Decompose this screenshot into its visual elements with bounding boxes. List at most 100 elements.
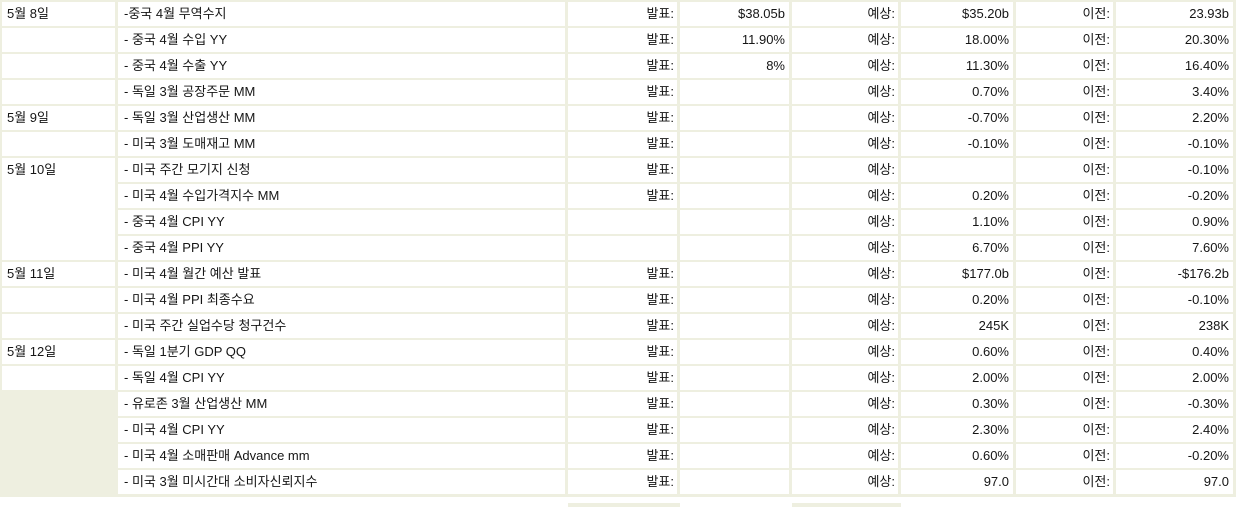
previous-value: 2.00% bbox=[1116, 366, 1233, 390]
expected-label: 예상: bbox=[792, 28, 898, 52]
announced-label: 발표: bbox=[568, 184, 677, 208]
date-cell bbox=[2, 366, 115, 390]
expected-value: 2.30% bbox=[901, 418, 1013, 442]
previous-value: 3.40% bbox=[1116, 80, 1233, 104]
expected-label: 예상: bbox=[792, 470, 898, 494]
announced-value bbox=[680, 158, 789, 182]
event-cell: - 미국 4월 PPI 최종수요 bbox=[118, 288, 565, 312]
partial-next-row-cell bbox=[792, 503, 901, 507]
date-cell: 5월 10일 bbox=[2, 158, 115, 260]
expected-value: 0.70% bbox=[901, 80, 1013, 104]
announced-label: 발표: bbox=[568, 132, 677, 156]
date-cell bbox=[2, 54, 115, 78]
announced-value bbox=[680, 340, 789, 364]
event-cell: - 중국 4월 수입 YY bbox=[118, 28, 565, 52]
expected-label: 예상: bbox=[792, 210, 898, 234]
announced-value bbox=[680, 262, 789, 286]
announced-label bbox=[568, 236, 677, 260]
expected-value bbox=[901, 158, 1013, 182]
announced-label bbox=[568, 210, 677, 234]
previous-label: 이전: bbox=[1016, 366, 1113, 390]
announced-value bbox=[680, 418, 789, 442]
expected-label: 예상: bbox=[792, 184, 898, 208]
economic-calendar-table: 5월 8일 -중국 4월 무역수지 발표: $38.05b 예상: $35.20b 이전: 2… bbox=[0, 0, 1236, 497]
expected-value: 245K bbox=[901, 314, 1013, 338]
announced-value bbox=[680, 288, 789, 312]
expected-value: 1.10% bbox=[901, 210, 1013, 234]
previous-label: 이전: bbox=[1016, 314, 1113, 338]
previous-value: 7.60% bbox=[1116, 236, 1233, 260]
previous-value: 0.90% bbox=[1116, 210, 1233, 234]
previous-label: 이전: bbox=[1016, 2, 1113, 26]
previous-label: 이전: bbox=[1016, 80, 1113, 104]
expected-label: 예상: bbox=[792, 288, 898, 312]
previous-value: 16.40% bbox=[1116, 54, 1233, 78]
date-cell bbox=[2, 132, 115, 156]
expected-value: -0.10% bbox=[901, 132, 1013, 156]
date-cell: 5월 12일 bbox=[2, 340, 115, 364]
expected-value: 97.0 bbox=[901, 470, 1013, 494]
expected-label: 예상: bbox=[792, 444, 898, 468]
previous-label: 이전: bbox=[1016, 158, 1113, 182]
previous-label: 이전: bbox=[1016, 210, 1113, 234]
expected-value: $35.20b bbox=[901, 2, 1013, 26]
announced-label: 발표: bbox=[568, 470, 677, 494]
announced-label: 발표: bbox=[568, 106, 677, 130]
previous-value: -0.10% bbox=[1116, 288, 1233, 312]
event-cell: - 독일 4월 CPI YY bbox=[118, 366, 565, 390]
event-cell: - 미국 4월 CPI YY bbox=[118, 418, 565, 442]
expected-label: 예상: bbox=[792, 262, 898, 286]
partial-next-row-cell bbox=[568, 503, 680, 507]
announced-value bbox=[680, 184, 789, 208]
previous-value: 238K bbox=[1116, 314, 1233, 338]
date-cell: 5월 9일 bbox=[2, 106, 115, 130]
event-cell: - 독일 3월 공장주문 MM bbox=[118, 80, 565, 104]
announced-label: 발표: bbox=[568, 288, 677, 312]
announced-label: 발표: bbox=[568, 28, 677, 52]
expected-value: 6.70% bbox=[901, 236, 1013, 260]
date-cell bbox=[2, 80, 115, 104]
previous-label: 이전: bbox=[1016, 470, 1113, 494]
previous-value: -0.30% bbox=[1116, 392, 1233, 416]
event-cell: - 중국 4월 CPI YY bbox=[118, 210, 565, 234]
date-cell bbox=[2, 288, 115, 312]
expected-label: 예상: bbox=[792, 80, 898, 104]
event-cell: - 미국 주간 실업수당 청구건수 bbox=[118, 314, 565, 338]
announced-value bbox=[680, 80, 789, 104]
expected-value: 2.00% bbox=[901, 366, 1013, 390]
previous-value: -$176.2b bbox=[1116, 262, 1233, 286]
previous-value: 0.40% bbox=[1116, 340, 1233, 364]
expected-label: 예상: bbox=[792, 2, 898, 26]
announced-label: 발표: bbox=[568, 80, 677, 104]
previous-value: 97.0 bbox=[1116, 470, 1233, 494]
announced-label: 발표: bbox=[568, 54, 677, 78]
previous-value: 23.93b bbox=[1116, 2, 1233, 26]
announced-value bbox=[680, 392, 789, 416]
announced-label: 발표: bbox=[568, 158, 677, 182]
event-cell: - 중국 4월 PPI YY bbox=[118, 236, 565, 260]
expected-value: -0.70% bbox=[901, 106, 1013, 130]
expected-value: $177.0b bbox=[901, 262, 1013, 286]
previous-label: 이전: bbox=[1016, 184, 1113, 208]
date-cell: 5월 11일 bbox=[2, 262, 115, 286]
announced-value bbox=[680, 210, 789, 234]
expected-label: 예상: bbox=[792, 132, 898, 156]
announced-value bbox=[680, 366, 789, 390]
previous-value: 2.40% bbox=[1116, 418, 1233, 442]
previous-value: -0.20% bbox=[1116, 184, 1233, 208]
announced-value bbox=[680, 314, 789, 338]
previous-label: 이전: bbox=[1016, 340, 1113, 364]
event-cell: - 미국 3월 도매재고 MM bbox=[118, 132, 565, 156]
previous-value: -0.10% bbox=[1116, 158, 1233, 182]
expected-label: 예상: bbox=[792, 158, 898, 182]
date-cell bbox=[2, 28, 115, 52]
table-bottom-margin bbox=[0, 497, 1240, 507]
expected-value: 0.20% bbox=[901, 184, 1013, 208]
previous-label: 이전: bbox=[1016, 106, 1113, 130]
event-cell: - 독일 1분기 GDP QQ bbox=[118, 340, 565, 364]
previous-label: 이전: bbox=[1016, 236, 1113, 260]
expected-label: 예상: bbox=[792, 340, 898, 364]
expected-label: 예상: bbox=[792, 314, 898, 338]
expected-value: 0.20% bbox=[901, 288, 1013, 312]
announced-label: 발표: bbox=[568, 418, 677, 442]
